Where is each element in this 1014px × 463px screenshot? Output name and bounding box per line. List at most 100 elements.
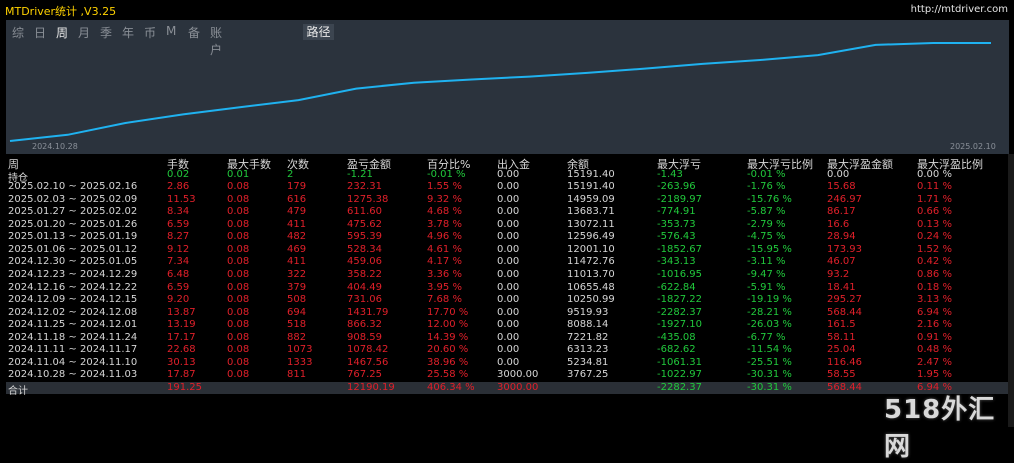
cell: 2025.01.27 ~ 2025.02.02 [8, 206, 138, 218]
cell: 13.19 [167, 319, 196, 331]
cell: 0.00 % [917, 168, 952, 180]
cell: 0.00 [497, 319, 520, 331]
cell: 2024.12.09 ~ 2024.12.15 [8, 294, 138, 306]
cell: -4.75 % [747, 231, 786, 243]
cell: 7.68 % [427, 294, 462, 306]
cell: 22.68 [167, 344, 196, 356]
tab-4[interactable]: 季 [100, 26, 113, 40]
table-row[interactable]: 持仓 0.02 0.01 2 -1.21 -0.01 % 0.00 15191.40 -1.43… [6, 168, 1009, 184]
cell: -1022.97 [657, 369, 702, 381]
cell: -15.76 % [747, 193, 792, 205]
table-row[interactable]: 2024.11.18 ~ 2024.11.24 17.17 0.08 882 908.5… [6, 332, 1009, 345]
cell: 0.08 [227, 243, 250, 255]
table-row[interactable]: 2025.02.03 ~ 2025.02.09 11.53 0.08 616 1275.… [6, 194, 1009, 207]
cell: -2.79 % [747, 218, 786, 230]
cell: 1275.38 [347, 193, 389, 205]
cell: -1927.10 [657, 319, 702, 331]
total-row[interactable]: 合计 191.25 12190.19 406.34 % 3000.00 -2282.37 -… [6, 381, 1009, 397]
cell: 0.48 % [917, 344, 952, 356]
site-link[interactable]: http://mtdriver.com [910, 4, 1008, 15]
cell: 3.36 % [427, 268, 462, 280]
tab-2[interactable]: 周 [56, 26, 69, 40]
cell: 18.41 [827, 281, 856, 293]
cell: 0.00 [497, 181, 520, 193]
cell: 20.60 % [427, 344, 469, 356]
table-row[interactable]: 2025.01.06 ~ 2025.01.12 9.12 0.08 469 528.34… [6, 244, 1009, 257]
tab-0[interactable]: 综 [12, 26, 25, 40]
cell: -353.73 [657, 218, 696, 230]
cell: 179 [287, 181, 307, 193]
tab-3[interactable]: 月 [78, 26, 91, 40]
cell: 2025.02.10 ~ 2025.02.16 [8, 181, 138, 193]
cell: 0.66 % [917, 206, 952, 218]
cell: 2024.12.30 ~ 2025.01.05 [8, 256, 138, 268]
table-row[interactable]: 2024.11.25 ~ 2024.12.01 13.19 0.08 518 866.3… [6, 319, 1009, 332]
cell: 568.44 [827, 306, 862, 318]
cell: 17.70 % [427, 306, 469, 318]
cell: -5.87 % [747, 206, 786, 218]
cell: 459.06 [347, 256, 382, 268]
cell: 15191.40 [567, 181, 615, 193]
cell: -774.91 [657, 206, 696, 218]
cell: -9.47 % [747, 268, 786, 280]
cell: 1.71 % [917, 193, 952, 205]
cell: 17.87 [167, 369, 196, 381]
cell: 4.96 % [427, 231, 462, 243]
cell: 38.96 % [427, 356, 469, 368]
cell: 191.25 [167, 381, 202, 393]
table-row[interactable]: 2025.01.13 ~ 2025.01.19 8.27 0.08 482 595.39… [6, 231, 1009, 244]
cell: 2025.01.20 ~ 2025.01.26 [8, 218, 138, 230]
table-row[interactable]: 2024.12.23 ~ 2024.12.29 6.48 0.08 322 358.22… [6, 269, 1009, 282]
cell: 0.00 [497, 281, 520, 293]
cell: 最大浮亏 [657, 158, 701, 171]
cell: 882 [287, 331, 307, 343]
cell: -1852.67 [657, 243, 702, 255]
cell: 10655.48 [567, 281, 615, 293]
tab-6[interactable]: 币 [144, 26, 157, 40]
cell: 5234.81 [567, 356, 609, 368]
cell: 8088.14 [567, 319, 609, 331]
cell: 406.34 % [427, 381, 475, 393]
cell: 11472.76 [567, 256, 615, 268]
table-row[interactable]: 2024.10.28 ~ 2024.11.03 17.87 0.08 811 767.2… [6, 369, 1009, 382]
table-row[interactable]: 2024.11.04 ~ 2024.11.10 30.13 0.08 1333 1467… [6, 357, 1009, 370]
cell: 475.62 [347, 218, 382, 230]
cell: 0.00 [827, 168, 850, 180]
cell: 13072.11 [567, 218, 615, 230]
cell: 6.94 % [917, 306, 952, 318]
cell: 2025.02.03 ~ 2025.02.09 [8, 193, 138, 205]
cell: 173.93 [827, 243, 862, 255]
table-row[interactable]: 2024.12.16 ~ 2024.12.22 6.59 0.08 379 404.49… [6, 282, 1009, 295]
cell: 3000.00 [497, 369, 539, 381]
cell: 6.59 [167, 218, 190, 230]
cell: 0.00 [497, 218, 520, 230]
cell: 0.08 [227, 369, 250, 381]
tab-1[interactable]: 日 [34, 26, 47, 40]
cell: 0.00 [497, 306, 520, 318]
table-row[interactable]: 2025.02.10 ~ 2025.02.16 2.86 0.08 179 232.31… [6, 181, 1009, 194]
cell: 0.08 [227, 356, 250, 368]
tab-8[interactable]: 备 [188, 26, 201, 40]
table-row[interactable]: 2024.12.30 ~ 2025.01.05 7.34 0.08 411 459.06… [6, 256, 1009, 269]
table-row[interactable]: 2024.12.02 ~ 2024.12.08 13.87 0.08 694 1431.… [6, 307, 1009, 320]
tab-9[interactable]: 账户 [210, 26, 223, 57]
cell: 1073 [287, 344, 313, 356]
cell: -11.54 % [747, 344, 792, 356]
tab-5[interactable]: 年 [122, 26, 135, 40]
cell: 0.42 % [917, 256, 952, 268]
table-row[interactable]: 2024.11.11 ~ 2024.11.17 22.68 0.08 1073 1078… [6, 344, 1009, 357]
table-row[interactable]: 2024.12.09 ~ 2024.12.15 9.20 0.08 508 731.06… [6, 294, 1009, 307]
cell: -19.19 % [747, 294, 792, 306]
cell: -1016.95 [657, 268, 702, 280]
cell: 0.08 [227, 256, 250, 268]
cell: 0.00 [497, 294, 520, 306]
tab-7[interactable]: M [166, 24, 177, 38]
cell: 0.00 [497, 231, 520, 243]
table-row[interactable]: 2025.01.20 ~ 2025.01.26 6.59 0.08 411 475.62… [6, 219, 1009, 232]
path-button[interactable]: 路径 [303, 24, 334, 40]
table-row[interactable]: 2025.01.27 ~ 2025.02.02 8.34 0.08 479 611.60… [6, 206, 1009, 219]
cell: 8.27 [167, 231, 190, 243]
cell: 611.60 [347, 206, 382, 218]
vertical-scrollbar[interactable] [1008, 154, 1014, 427]
cell: 11.53 [167, 193, 196, 205]
